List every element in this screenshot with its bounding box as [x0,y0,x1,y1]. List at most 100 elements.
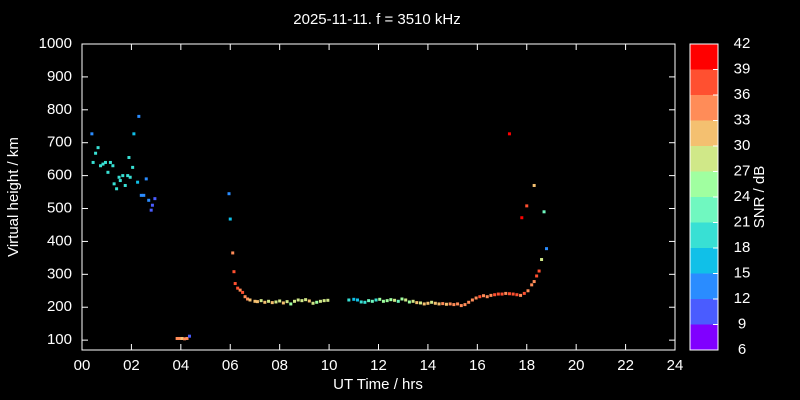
data-point [233,282,237,286]
colorbar-segment [690,197,718,223]
data-point [99,164,103,168]
y-tick-label: 600 [47,167,72,184]
data-point [281,301,285,305]
data-point [463,303,467,307]
data-point [115,187,119,191]
data-point [419,301,423,305]
colorbar-tick-label: 42 [734,35,751,52]
data-point [352,297,356,301]
colorbar-segment [690,120,718,146]
data-point [326,298,330,302]
data-point [537,269,541,273]
data-point [452,303,456,307]
data-point [96,146,100,150]
data-point [385,299,389,303]
data-point [142,193,146,197]
data-point [123,183,127,187]
data-point [304,298,308,302]
data-point [267,299,271,303]
data-point [411,299,415,303]
data-point [121,174,125,178]
data-point [126,174,130,178]
data-point [532,280,536,284]
data-point [150,203,154,207]
y-tick-label: 700 [47,134,72,151]
data-point [374,298,378,302]
data-point [106,170,110,174]
data-point [147,198,151,202]
colorbar-segment [690,273,718,299]
data-point [238,288,242,292]
data-point [112,182,116,186]
data-point [118,179,122,183]
colorbar-segment [690,248,718,274]
y-tick-label: 400 [47,232,72,249]
data-point [241,290,245,294]
data-point [307,299,311,303]
data-point [128,175,132,179]
data-point [227,192,231,196]
data-point [530,283,534,287]
data-point [496,292,500,296]
data-point [236,286,240,290]
colorbar-segment [690,222,718,248]
data-point [467,300,471,304]
data-point [459,304,463,308]
data-point [255,300,259,304]
data-point [426,301,430,305]
colorbar-tick-label: 6 [738,341,746,358]
colorbar-tick-label: 24 [734,188,751,205]
data-point [108,160,112,164]
data-point [415,301,419,305]
colorbar-tick-label: 39 [734,60,751,77]
data-point [433,301,437,305]
data-point [378,297,382,301]
data-point [318,299,322,303]
data-point [149,208,153,212]
data-point [389,298,393,302]
colorbar-segment [690,324,718,350]
data-point [153,197,157,201]
data-point [478,295,482,299]
data-point [404,298,408,302]
data-point [474,296,478,300]
data-point [243,295,247,299]
plot-frame [81,43,676,351]
data-point [396,299,400,303]
data-point [232,270,236,274]
y-tick-label: 1000 [39,35,72,52]
data-point [259,299,263,303]
data-point [139,193,143,197]
data-point [183,337,187,341]
colorbar-segment [690,44,718,70]
y-axis-label: Virtual height / km [5,137,22,257]
x-tick-label: 08 [271,357,288,374]
colorbar-tick-label: 12 [734,290,751,307]
data-point [525,204,529,208]
data-point [94,151,98,155]
data-point [253,299,257,303]
x-tick-label: 22 [617,357,634,374]
data-point [515,293,519,297]
data-point [231,251,235,255]
data-point [489,293,493,297]
data-point [144,177,148,181]
data-point [322,299,326,303]
x-tick-label: 12 [370,357,387,374]
data-point [507,292,511,296]
x-tick-label: 16 [469,357,486,374]
data-point [485,295,489,299]
x-tick-label: 14 [420,357,437,374]
colorbar-tick-label: 36 [734,86,751,103]
data-point [180,336,184,340]
data-point [522,291,526,295]
data-point [90,132,94,136]
data-point [117,175,121,179]
colorbar-segment [690,69,718,95]
colorbar-segment [690,146,718,172]
colorbar-segment [690,95,718,121]
colorbar-label: SNR / dB [751,166,768,229]
x-tick-label: 10 [321,357,338,374]
data-point [355,298,359,302]
